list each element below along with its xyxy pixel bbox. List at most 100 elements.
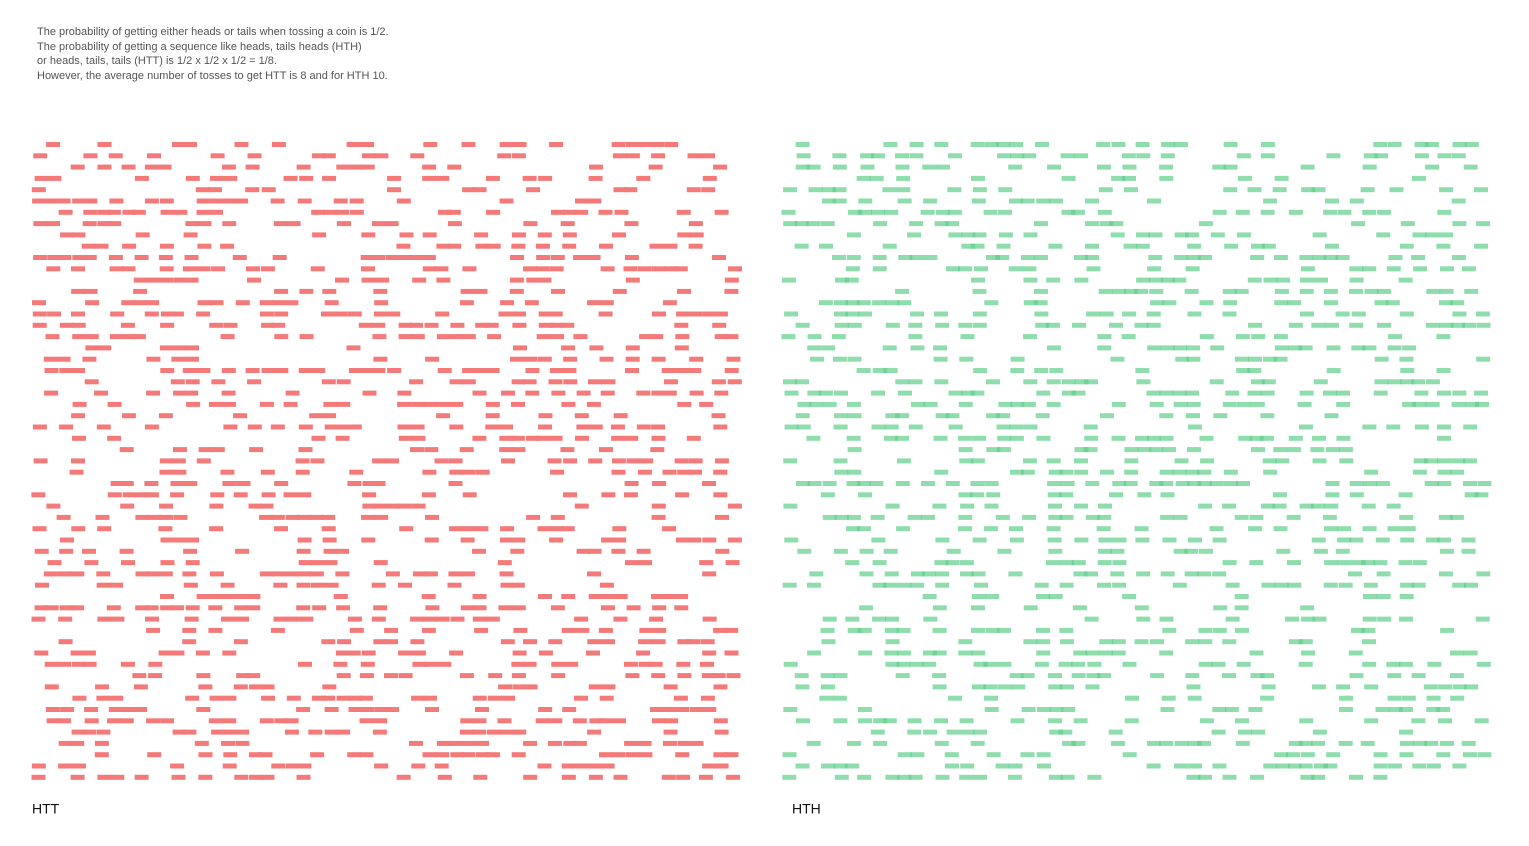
sequence-dash xyxy=(1036,435,1051,441)
sequence-dash xyxy=(847,627,862,633)
sequence-dash xyxy=(1401,695,1416,701)
sequence-dash xyxy=(110,774,125,780)
sequence-dash xyxy=(384,673,398,679)
sequence-dash xyxy=(818,300,833,306)
sequence-dash xyxy=(423,616,438,622)
sequence-dash xyxy=(625,356,640,362)
sequence-dash xyxy=(1148,255,1163,260)
sequence-dash xyxy=(284,718,299,724)
sequence-dash xyxy=(373,718,388,724)
sequence-dash xyxy=(809,401,824,407)
sequence-dash xyxy=(1412,560,1427,566)
sequence-dash xyxy=(1173,142,1188,147)
sequence-dash xyxy=(711,379,726,385)
sequence-dash xyxy=(1311,684,1326,690)
sequence-dash xyxy=(1111,142,1126,147)
sequence-dash xyxy=(220,582,235,588)
sequence-dash xyxy=(806,582,821,588)
sequence-dash xyxy=(385,255,400,260)
sequence-dash xyxy=(46,266,61,272)
sequence-dash xyxy=(1439,232,1454,238)
sequence-dash xyxy=(675,492,690,498)
sequence-dash xyxy=(425,605,440,611)
sequence-dash xyxy=(625,142,640,147)
sequence-dash xyxy=(398,582,412,588)
sequence-dash xyxy=(195,650,210,656)
sequence-dash xyxy=(374,763,389,769)
sequence-dash xyxy=(84,560,99,566)
sequence-dash xyxy=(1474,390,1489,396)
sequence-dash xyxy=(1150,639,1164,645)
sequence-dash xyxy=(185,695,200,701)
sequence-dash xyxy=(897,198,912,204)
sequence-dash xyxy=(1423,684,1438,690)
sequence-dash xyxy=(1110,740,1125,746)
sequence-dash xyxy=(1009,435,1024,441)
sequence-dash xyxy=(523,356,538,362)
sequence-dash xyxy=(818,390,833,396)
sequence-dash xyxy=(1023,424,1038,430)
sequence-dash xyxy=(538,594,552,599)
sequence-dash xyxy=(1159,413,1174,419)
sequence-dash xyxy=(573,334,588,340)
sequence-dash xyxy=(208,187,222,193)
sequence-dash xyxy=(461,526,476,532)
sequence-dash xyxy=(1213,605,1228,611)
sequence-dash xyxy=(833,300,848,306)
sequence-dash xyxy=(248,752,263,758)
sequence-dash xyxy=(412,571,427,577)
sequence-dash xyxy=(260,774,275,780)
sequence-dash xyxy=(847,413,862,419)
sequence-dash xyxy=(1222,401,1237,407)
sequence-dash xyxy=(1149,447,1164,453)
sequence-dash xyxy=(246,266,260,272)
sequence-dash xyxy=(1134,288,1149,294)
sequence-dash xyxy=(946,729,961,735)
sequence-dash xyxy=(562,209,577,215)
sequence-dash xyxy=(1211,661,1226,667)
sequence-dash xyxy=(1021,401,1036,407)
sequence-dash xyxy=(686,435,701,441)
sequence-dash xyxy=(1223,187,1238,193)
sequence-dash xyxy=(551,673,566,679)
sequence-dash xyxy=(1149,481,1164,486)
sequence-dash xyxy=(674,345,689,351)
sequence-dash xyxy=(1425,379,1440,385)
sequence-dash xyxy=(236,673,251,679)
sequence-dash xyxy=(182,266,197,272)
sequence-dash xyxy=(1046,345,1061,351)
sequence-dash xyxy=(97,345,112,351)
sequence-dash xyxy=(1360,187,1375,193)
sequence-dash xyxy=(1364,288,1379,294)
sequence-dash xyxy=(971,684,986,690)
sequence-dash xyxy=(1313,548,1328,554)
sequence-dash xyxy=(272,571,287,577)
sequence-dash xyxy=(834,514,849,520)
sequence-dash xyxy=(183,142,197,147)
sequence-dash xyxy=(335,277,349,283)
sequence-dash xyxy=(1186,356,1201,362)
sequence-dash xyxy=(523,774,538,780)
sequence-dash xyxy=(907,718,922,724)
sequence-dash xyxy=(1049,729,1064,735)
sequence-dash xyxy=(173,514,188,520)
sequence-dash xyxy=(259,571,274,577)
sequence-dash xyxy=(211,729,226,735)
sequence-dash xyxy=(1160,514,1175,520)
sequence-dash xyxy=(961,390,976,396)
sequence-dash xyxy=(486,729,501,735)
sequence-dash xyxy=(223,175,238,181)
sequence-dash xyxy=(71,288,86,294)
sequence-dash xyxy=(677,639,692,645)
sequence-dash xyxy=(1362,424,1377,430)
sequence-dash xyxy=(84,379,99,385)
sequence-dash xyxy=(1287,582,1302,588)
sequence-dash xyxy=(1061,175,1076,181)
sequence-dash xyxy=(1223,142,1238,147)
sequence-dash xyxy=(1250,774,1265,780)
sequence-dash xyxy=(1236,368,1251,373)
sequence-dash xyxy=(833,356,847,362)
sequence-dash xyxy=(1160,153,1175,159)
sequence-dash xyxy=(472,605,487,611)
